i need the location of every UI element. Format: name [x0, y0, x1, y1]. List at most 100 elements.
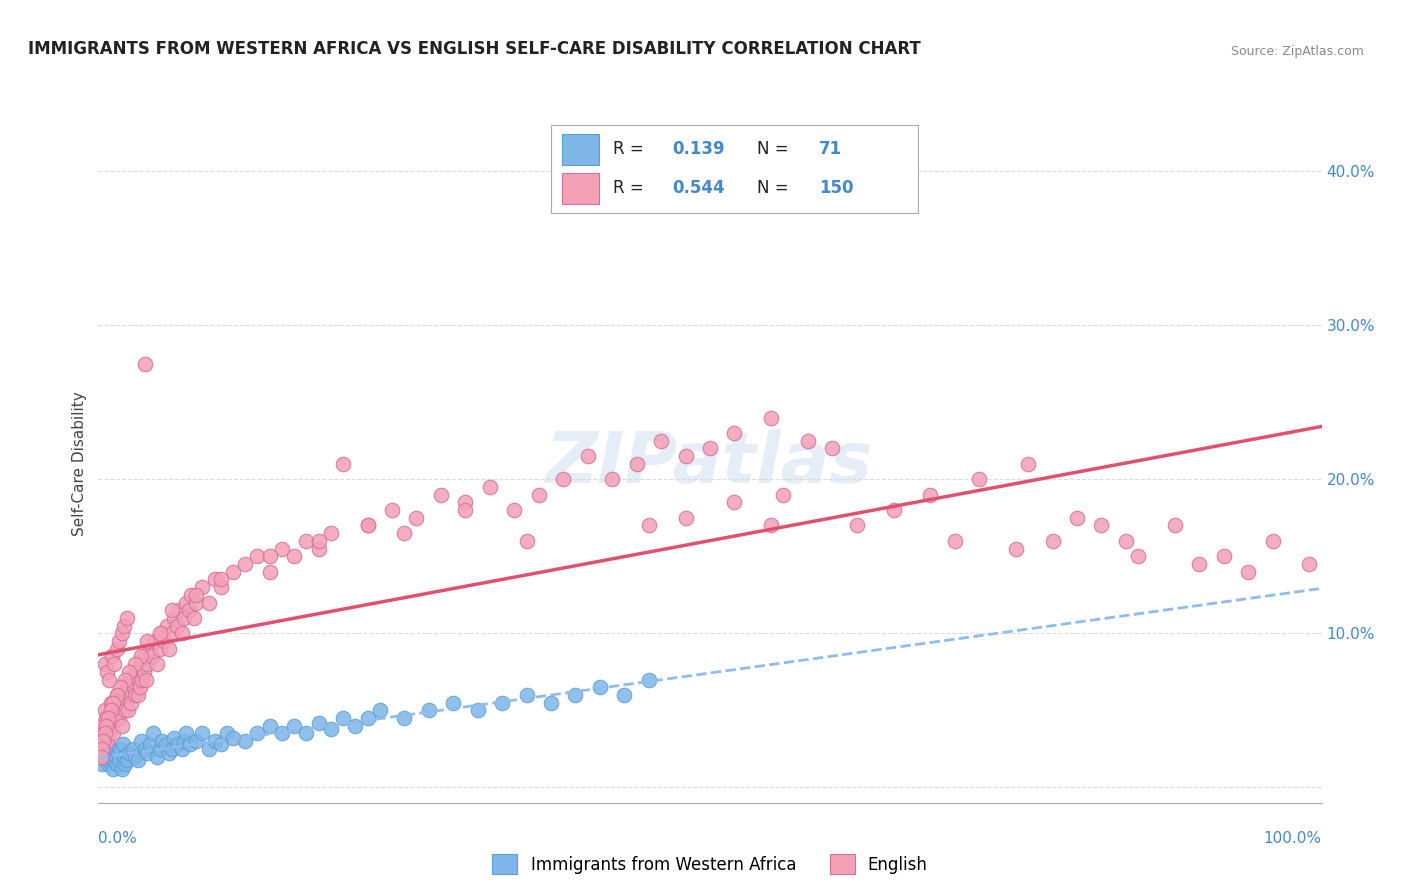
Point — [761, 518, 783, 533]
Legend: Immigrants from Western Africa, English: Immigrants from Western Africa, English — [484, 846, 936, 882]
Point — [101, 742, 124, 756]
Point — [93, 703, 115, 717]
Point — [1164, 518, 1187, 533]
Point — [166, 618, 188, 632]
Point — [115, 680, 138, 694]
Point — [105, 757, 128, 772]
Point — [90, 749, 112, 764]
Point — [1128, 549, 1150, 564]
Point — [124, 657, 146, 672]
Point — [129, 657, 152, 672]
Point — [101, 719, 124, 733]
Point — [118, 747, 141, 761]
Point — [112, 696, 135, 710]
Point — [153, 634, 176, 648]
Point — [129, 680, 152, 694]
Point — [176, 595, 198, 609]
Point — [91, 757, 114, 772]
Point — [100, 696, 122, 710]
Point — [156, 618, 179, 632]
Point — [111, 688, 134, 702]
Point — [134, 742, 156, 756]
Point — [114, 673, 136, 687]
Point — [143, 634, 166, 648]
Point — [94, 711, 117, 725]
Point — [111, 737, 134, 751]
Point — [392, 711, 416, 725]
Point — [772, 488, 794, 502]
Point — [149, 641, 172, 656]
Point — [259, 565, 281, 579]
Point — [356, 518, 378, 533]
Point — [105, 688, 128, 702]
Point — [135, 673, 157, 687]
Point — [246, 549, 269, 564]
Point — [1090, 518, 1112, 533]
Point — [107, 703, 129, 717]
Point — [180, 588, 202, 602]
Point — [98, 673, 121, 687]
Point — [270, 726, 294, 740]
Point — [136, 747, 159, 761]
Point — [186, 734, 208, 748]
Point — [132, 665, 155, 679]
Point — [613, 688, 636, 702]
Point — [163, 611, 186, 625]
Text: IMMIGRANTS FROM WESTERN AFRICA VS ENGLISH SELF-CARE DISABILITY CORRELATION CHART: IMMIGRANTS FROM WESTERN AFRICA VS ENGLIS… — [28, 40, 921, 58]
Point — [675, 449, 697, 463]
Point — [467, 703, 489, 717]
Point — [139, 737, 162, 751]
Point — [97, 757, 120, 772]
Point — [98, 753, 121, 767]
Point — [454, 503, 477, 517]
Point — [295, 726, 318, 740]
Point — [115, 753, 138, 767]
Point — [120, 688, 142, 702]
Point — [108, 634, 131, 648]
Point — [418, 703, 440, 717]
Point — [191, 580, 214, 594]
Point — [118, 665, 141, 679]
Point — [163, 731, 186, 745]
Point — [332, 711, 354, 725]
Point — [356, 711, 378, 725]
Point — [503, 503, 526, 517]
Point — [204, 573, 226, 587]
Point — [128, 673, 150, 687]
Y-axis label: Self-Care Disability: Self-Care Disability — [72, 392, 87, 536]
Point — [93, 657, 115, 672]
Point — [308, 541, 330, 556]
Point — [516, 688, 538, 702]
Point — [96, 747, 118, 761]
Point — [97, 711, 120, 725]
Point — [454, 495, 477, 509]
Point — [564, 688, 586, 702]
Point — [124, 749, 146, 764]
Point — [111, 719, 134, 733]
Point — [1261, 533, 1284, 548]
Point — [125, 665, 148, 679]
Point — [1188, 557, 1211, 571]
Point — [723, 495, 745, 509]
Point — [259, 549, 281, 564]
Point — [103, 657, 125, 672]
Point — [222, 731, 245, 745]
Point — [129, 649, 152, 664]
Point — [103, 703, 125, 717]
Point — [122, 680, 145, 694]
Point — [209, 580, 232, 594]
Point — [344, 719, 367, 733]
Point — [98, 726, 121, 740]
Point — [91, 742, 114, 756]
Point — [96, 734, 118, 748]
Point — [105, 641, 128, 656]
Text: 100.0%: 100.0% — [1264, 831, 1322, 846]
Point — [160, 626, 183, 640]
Point — [114, 703, 136, 717]
Point — [723, 425, 745, 440]
Point — [146, 749, 169, 764]
Point — [283, 719, 305, 733]
Point — [104, 749, 127, 764]
Point — [157, 641, 180, 656]
Text: ZIPatlas: ZIPatlas — [547, 429, 873, 499]
